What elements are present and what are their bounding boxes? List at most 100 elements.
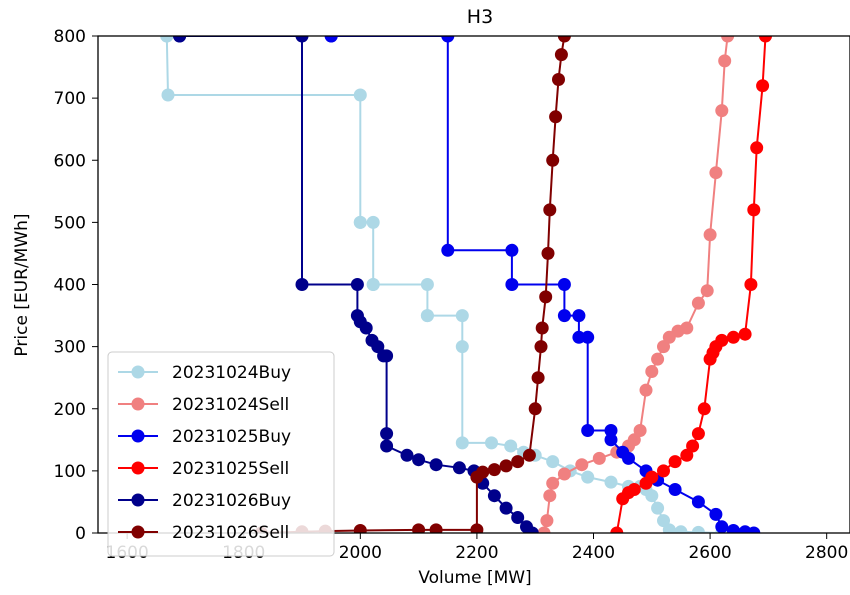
data-point bbox=[645, 489, 658, 502]
data-point bbox=[558, 278, 571, 291]
legend-label: 20231026Buy bbox=[172, 491, 291, 511]
data-point bbox=[581, 424, 594, 437]
data-point bbox=[546, 154, 559, 167]
data-point bbox=[581, 331, 594, 344]
data-point bbox=[645, 365, 658, 378]
data-point bbox=[456, 309, 469, 322]
data-point bbox=[747, 203, 760, 216]
data-point bbox=[715, 334, 728, 347]
data-point bbox=[421, 309, 434, 322]
data-point bbox=[572, 309, 585, 322]
data-point bbox=[354, 216, 367, 229]
y-axis-label: Price [EUR/MWh] bbox=[12, 213, 32, 356]
data-point bbox=[669, 483, 682, 496]
data-point bbox=[367, 216, 380, 229]
legend-label: 20231024Sell bbox=[172, 395, 289, 415]
data-point bbox=[628, 483, 641, 496]
data-point bbox=[546, 477, 559, 490]
data-point bbox=[744, 278, 757, 291]
data-point bbox=[529, 402, 542, 415]
data-point bbox=[657, 464, 670, 477]
legend-marker bbox=[132, 430, 145, 443]
data-point bbox=[718, 54, 731, 67]
data-point bbox=[715, 520, 728, 533]
data-point bbox=[727, 524, 740, 537]
data-point bbox=[692, 495, 705, 508]
legend-label: 20231025Buy bbox=[172, 427, 291, 447]
y-tick-label: 800 bbox=[54, 27, 86, 47]
data-point bbox=[634, 424, 647, 437]
data-point bbox=[692, 427, 705, 440]
data-point bbox=[543, 203, 556, 216]
data-point bbox=[605, 433, 618, 446]
data-point bbox=[162, 89, 175, 102]
data-point bbox=[540, 514, 553, 527]
data-point bbox=[380, 427, 393, 440]
data-point bbox=[441, 244, 454, 257]
data-point bbox=[651, 353, 664, 366]
legend: 20231024Buy 20231024Sell 20231025Buy 202310… bbox=[108, 352, 334, 556]
data-point bbox=[412, 523, 425, 536]
data-point bbox=[504, 440, 517, 453]
data-point bbox=[651, 502, 664, 515]
data-point bbox=[453, 461, 466, 474]
data-point bbox=[523, 449, 536, 462]
data-point bbox=[680, 322, 693, 335]
y-tick-label: 400 bbox=[54, 276, 86, 296]
data-point bbox=[296, 278, 309, 291]
data-point bbox=[549, 110, 562, 123]
y-tick-label: 600 bbox=[54, 151, 86, 171]
data-point bbox=[704, 228, 717, 241]
legend-label: 20231026Sell bbox=[172, 523, 289, 543]
data-point bbox=[430, 523, 443, 536]
data-point bbox=[542, 247, 555, 260]
data-point bbox=[539, 290, 552, 303]
legend-label: 20231024Buy bbox=[172, 363, 291, 383]
x-tick-label: 2000 bbox=[339, 543, 382, 563]
data-point bbox=[511, 455, 524, 468]
series-line bbox=[544, 36, 728, 533]
data-point bbox=[581, 471, 594, 484]
data-point bbox=[535, 340, 548, 353]
data-point bbox=[669, 455, 682, 468]
data-point bbox=[645, 471, 658, 484]
data-point bbox=[605, 476, 618, 489]
data-point bbox=[698, 402, 711, 415]
data-point bbox=[674, 525, 687, 538]
x-tick-label: 2400 bbox=[572, 543, 615, 563]
data-point bbox=[380, 349, 393, 362]
data-point bbox=[709, 166, 722, 179]
data-point bbox=[476, 466, 489, 479]
data-point bbox=[663, 523, 676, 536]
data-point bbox=[756, 79, 769, 92]
data-point bbox=[593, 452, 606, 465]
data-point bbox=[500, 459, 513, 472]
y-tick-label: 300 bbox=[54, 338, 86, 358]
x-tick-label: 2200 bbox=[455, 543, 498, 563]
data-point bbox=[558, 468, 571, 481]
data-point bbox=[727, 331, 740, 344]
data-point bbox=[456, 340, 469, 353]
data-point bbox=[575, 458, 588, 471]
data-point bbox=[558, 309, 571, 322]
y-tick-label: 700 bbox=[54, 89, 86, 109]
data-point bbox=[536, 322, 549, 335]
data-point bbox=[488, 489, 501, 502]
data-point bbox=[532, 371, 545, 384]
data-point bbox=[360, 322, 373, 335]
data-point bbox=[354, 89, 367, 102]
data-point bbox=[412, 453, 425, 466]
x-axis-label: Volume [MW] bbox=[418, 568, 531, 588]
data-point bbox=[351, 278, 364, 291]
data-point bbox=[709, 508, 722, 521]
data-point bbox=[622, 452, 635, 465]
data-point bbox=[505, 244, 518, 257]
data-point bbox=[750, 141, 763, 154]
legend-marker bbox=[132, 398, 145, 411]
chart-title: H3 bbox=[467, 6, 493, 28]
data-point bbox=[488, 463, 501, 476]
data-point bbox=[552, 73, 565, 86]
data-point bbox=[367, 278, 380, 291]
data-point bbox=[686, 440, 699, 453]
